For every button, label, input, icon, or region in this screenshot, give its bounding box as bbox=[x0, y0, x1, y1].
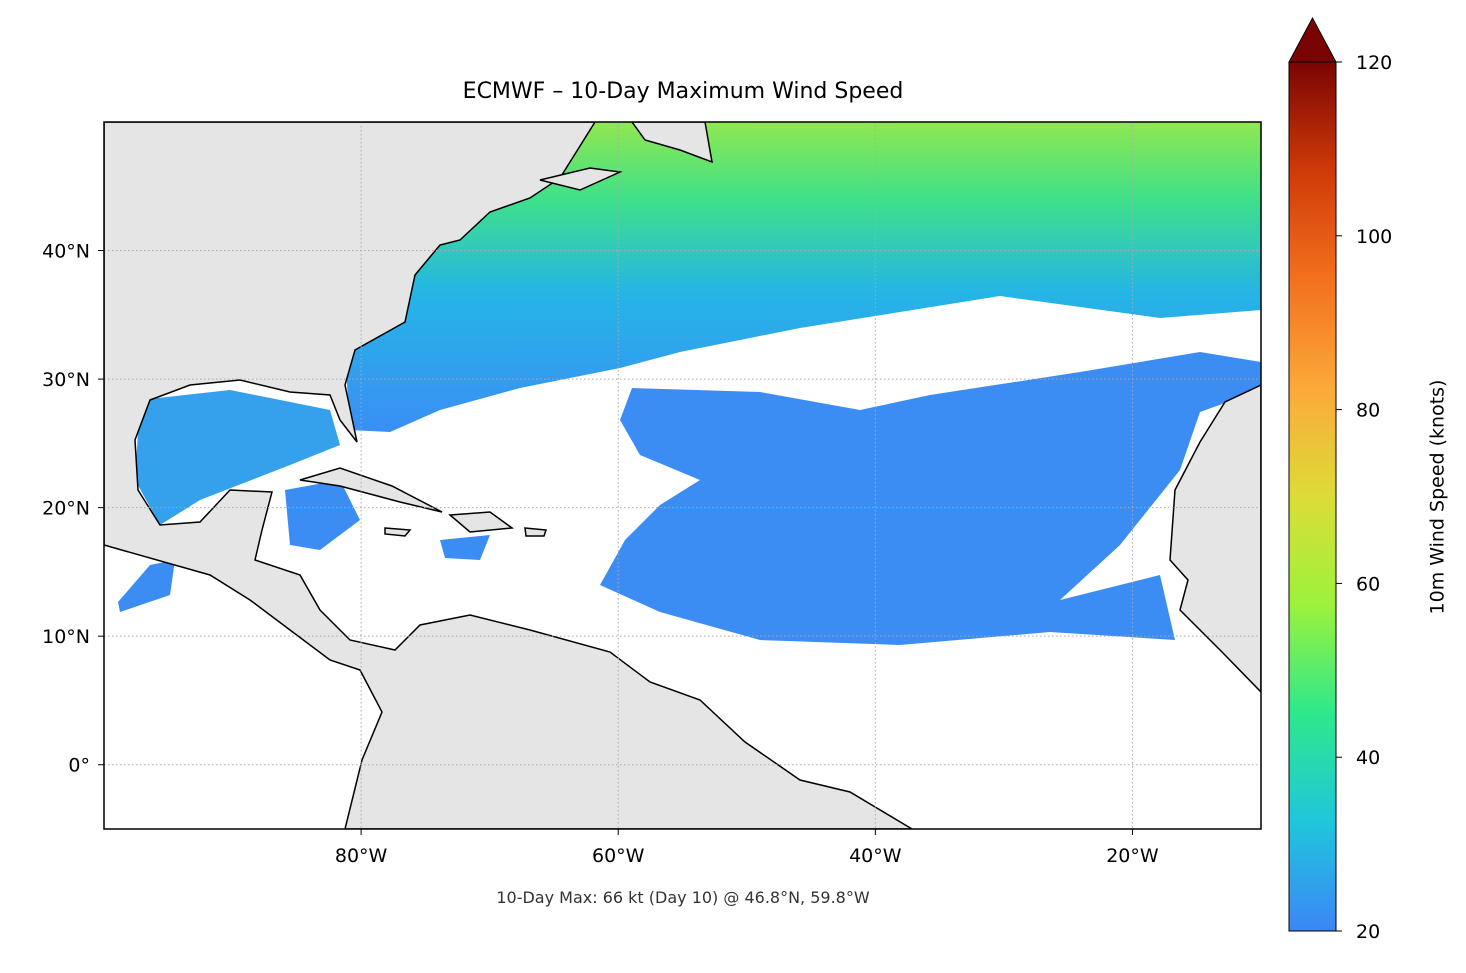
footnote: 10-Day Max: 66 kt (Day 10) @ 46.8°N, 59.… bbox=[496, 888, 870, 907]
wind-caribbean bbox=[440, 535, 490, 560]
hispaniola bbox=[448, 511, 515, 533]
colorbar-tick-label: 40 bbox=[1356, 747, 1380, 769]
map-field bbox=[104, 122, 1261, 829]
y-tick-label: 20°N bbox=[42, 498, 90, 520]
map-frame bbox=[103, 121, 1262, 830]
africa bbox=[1169, 384, 1261, 694]
puerto-rico bbox=[524, 527, 548, 537]
wind-subtropical bbox=[600, 352, 1261, 645]
wind-caribbean bbox=[285, 480, 360, 550]
y-tick-label: 30°N bbox=[42, 369, 90, 391]
y-tick-label: 10°N bbox=[42, 626, 90, 648]
colorbar-tick-label: 20 bbox=[1356, 921, 1380, 943]
colorbar-tick-label: 120 bbox=[1356, 52, 1392, 74]
colorbar-tick-label: 80 bbox=[1356, 400, 1380, 422]
y-tick-label: 0° bbox=[68, 755, 90, 777]
newfoundland bbox=[631, 122, 713, 164]
x-tick-label: 80°W bbox=[335, 845, 388, 867]
wind-north bbox=[330, 122, 1261, 432]
grid bbox=[104, 122, 1261, 829]
colorbar-extend bbox=[1288, 16, 1337, 63]
y-tick-label: 40°N bbox=[42, 241, 90, 263]
colorbar-tick-label: 60 bbox=[1356, 573, 1380, 595]
wind-pacific bbox=[118, 560, 175, 612]
x-tick-label: 60°W bbox=[592, 845, 645, 867]
americas bbox=[104, 122, 914, 829]
colorbar-label: 10m Wind Speed (knots) bbox=[1427, 380, 1449, 615]
nova-scotia bbox=[539, 167, 623, 191]
colorbar-tick-label: 100 bbox=[1356, 226, 1392, 248]
colorbar bbox=[1288, 61, 1337, 932]
wind-gulf bbox=[135, 390, 340, 525]
land bbox=[104, 122, 1261, 829]
jamaica bbox=[384, 527, 412, 537]
x-tick-label: 20°W bbox=[1106, 845, 1159, 867]
x-tick-label: 40°W bbox=[849, 845, 902, 867]
title: ECMWF – 10-Day Maximum Wind Speed bbox=[463, 79, 904, 104]
cuba bbox=[299, 467, 443, 513]
